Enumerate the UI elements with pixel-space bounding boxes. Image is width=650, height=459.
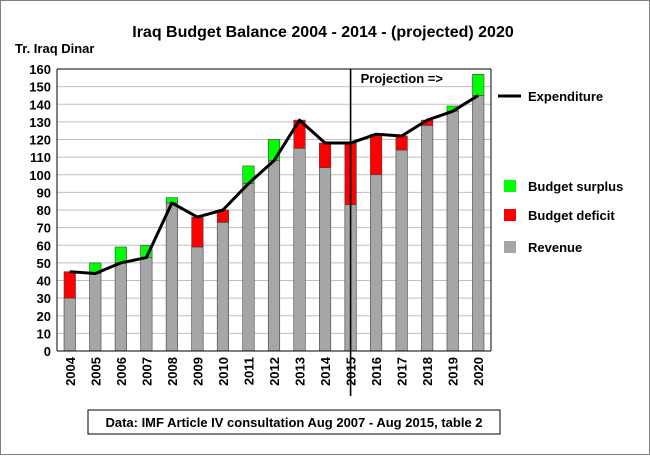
x-tick-labels: 2004 2005 2006 2007 2008 2009 2010 2011 2012 2013… xyxy=(63,356,486,386)
revenue-bar xyxy=(165,202,178,352)
y-tick-label: 110 xyxy=(30,150,51,165)
budget-deficit-bar xyxy=(370,133,383,176)
projection-label: Projection => xyxy=(361,71,444,86)
y-tick-label: 40 xyxy=(37,274,51,289)
x-tick-label: 2014 xyxy=(318,356,333,386)
source-box xyxy=(87,409,501,435)
x-tick-label: 2012 xyxy=(267,357,282,386)
y-tick-label: 140 xyxy=(29,97,51,112)
revenue-bar xyxy=(216,222,229,352)
expenditure-line xyxy=(69,94,480,275)
budget-deficit-bar xyxy=(319,142,332,168)
axes xyxy=(56,68,492,352)
revenue-bar xyxy=(267,160,281,352)
revenue-bar xyxy=(191,246,204,352)
x-tick-label: 2018 xyxy=(420,357,435,386)
y-tick-label: 100 xyxy=(29,168,51,183)
y-tick-label: 10 xyxy=(37,326,51,341)
x-tick-label: 2007 xyxy=(139,357,154,386)
legend-label: Revenue xyxy=(528,240,582,255)
revenue-bar xyxy=(319,167,332,352)
y-tick-label: 160 xyxy=(29,62,51,77)
x-tick-label: 2016 xyxy=(369,357,384,386)
y-tick-label: 130 xyxy=(29,115,51,130)
x-tick-label: 2006 xyxy=(114,357,129,386)
y-tick-label: 20 xyxy=(37,309,51,324)
legend-swatch xyxy=(504,180,516,192)
x-tick-label: 2010 xyxy=(216,357,231,386)
x-tick-label: 2009 xyxy=(190,357,205,386)
x-tick-label: 2020 xyxy=(471,357,486,386)
revenue-bar xyxy=(472,95,485,352)
x-tick-label: 2008 xyxy=(165,357,180,386)
revenue-bar xyxy=(114,262,127,352)
x-tick-label: 2019 xyxy=(446,357,461,386)
y-tick-labels: 0 10 20 30 40 50 60 70 80 90 100 110 120 130 140 150 160 xyxy=(29,62,51,359)
legend-swatch xyxy=(504,241,516,253)
y-tick-label: 150 xyxy=(29,80,51,95)
revenue-bar xyxy=(370,174,383,352)
y-axis-label: Tr. Iraq Dinar xyxy=(15,41,94,56)
x-tick-label: 2011 xyxy=(241,357,256,385)
legend-label: Budget deficit xyxy=(528,208,615,223)
x-tick-label: 2017 xyxy=(395,357,410,386)
y-tick-label: 0 xyxy=(44,344,51,359)
x-tick-label: 2013 xyxy=(293,357,308,386)
source-note: Data: IMF Article IV consultation Aug 20… xyxy=(105,415,482,430)
revenue-bar xyxy=(293,148,306,352)
legend-swatch xyxy=(504,209,516,221)
budget-deficit-bar xyxy=(63,271,76,299)
x-tick-label: 2005 xyxy=(88,357,103,386)
legend: Expenditure Budget surplus Budget deficit R… xyxy=(498,89,623,255)
y-tick-label: 90 xyxy=(37,185,51,200)
revenue-bar xyxy=(395,149,408,352)
budget-deficit-bar xyxy=(191,216,204,248)
y-tick-label: 80 xyxy=(37,203,51,218)
y-tick-label: 50 xyxy=(37,256,51,271)
revenue-bar xyxy=(89,273,102,352)
y-tick-label: 30 xyxy=(37,291,51,306)
revenue-bar xyxy=(140,257,153,352)
revenue-bar xyxy=(63,297,76,352)
y-tick-label: 70 xyxy=(37,221,51,236)
y-tick-label: 60 xyxy=(37,238,51,253)
revenue-bar xyxy=(242,183,255,352)
legend-label: Budget surplus xyxy=(528,179,623,194)
revenue-bar xyxy=(421,125,434,352)
budget-surplus-bar xyxy=(114,246,127,264)
budget-deficit-bar xyxy=(395,135,408,151)
chart-title: Iraq Budget Balance 2004 - 2014 - (proje… xyxy=(132,24,514,41)
y-tick-label: 120 xyxy=(29,133,51,148)
bar-series xyxy=(63,73,485,352)
legend-label: Expenditure xyxy=(528,89,603,104)
budget-surplus-bar xyxy=(472,73,485,96)
budget-surplus-bar xyxy=(267,139,281,161)
expenditure-line-series xyxy=(69,94,480,275)
revenue-bar xyxy=(446,111,459,352)
x-tick-label: 2004 xyxy=(63,356,78,386)
